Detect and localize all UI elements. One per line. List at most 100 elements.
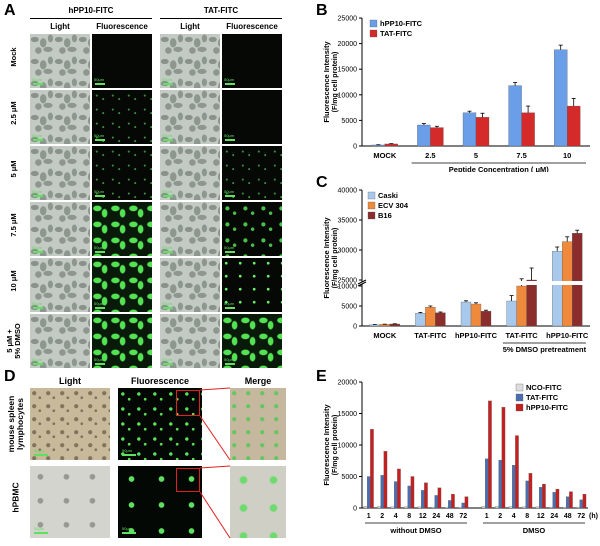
scale-bar: [163, 307, 173, 309]
scale-bar-label: 50μm: [32, 189, 43, 194]
x-group-label: without DMSO: [389, 526, 441, 535]
x-tick-label: 8: [407, 513, 411, 520]
x-tick-label: 24: [432, 513, 440, 520]
light-micrograph: [160, 34, 220, 88]
legend-entry: NCO-FITC: [526, 383, 562, 392]
panel-letter-d: D: [4, 368, 16, 385]
fluorescence-micrograph: [92, 90, 152, 144]
x-tick-label: 72: [459, 513, 467, 520]
scale-bar-label: 50μm: [32, 77, 43, 82]
scale-bar-label: 50μm: [32, 245, 43, 250]
scale-bar-label: 50μm: [224, 245, 235, 250]
scale-bar: [33, 195, 43, 197]
bar: [512, 465, 516, 509]
light-micrograph: [30, 314, 90, 368]
legend-entry: hPP10-FITC: [526, 403, 569, 412]
scale-bar: [95, 83, 105, 85]
bar: [480, 311, 492, 327]
row-label: 5 μM + 5% DMSO: [5, 323, 22, 359]
y-tick-label: 25000: [338, 16, 358, 23]
bar: [464, 496, 469, 509]
light-micrograph: [30, 202, 90, 256]
fluorescence-micrograph: [222, 314, 282, 368]
scale-bar-label: 50μm: [224, 77, 235, 82]
x-tick-label: 8: [525, 513, 529, 520]
x-tick-label: 24: [550, 513, 558, 520]
zoom-connector-line: [199, 415, 231, 461]
chart-b: 0 5000 10000 15000 20000 25000 MOCK 2.5 5 7.5 10 Pe…: [322, 16, 590, 172]
bar: [397, 468, 401, 509]
row-label: mouse spleen lymphocytes: [6, 395, 25, 453]
bar: [437, 487, 442, 509]
bar: [495, 505, 499, 509]
scale-bar-label: 50μm: [162, 77, 173, 82]
group-header-line: [30, 18, 152, 19]
bar: [525, 480, 529, 509]
bar: [506, 300, 517, 327]
x-tick-label: hPP10-FITC: [546, 331, 589, 340]
scale-bar-label: 50μm: [34, 526, 45, 531]
panel-letter-b: B: [316, 2, 328, 19]
x-tick-label: 1: [367, 513, 371, 520]
light-micrograph: [160, 90, 220, 144]
light-micrograph: [160, 202, 220, 256]
x-tick-label: hPP10-FITC: [455, 331, 498, 340]
x-tick-label: 7.5: [516, 151, 526, 160]
scale-bar: [95, 195, 105, 197]
zoom-box: [176, 468, 200, 492]
light-micrograph: [160, 146, 220, 200]
legend-entry: hPP10-FITC: [380, 19, 423, 28]
scale-bar-label: 50μm: [34, 448, 45, 453]
legend-swatch: [367, 201, 376, 210]
scale-bar-label: 50μm: [224, 133, 235, 138]
bar: [410, 476, 415, 509]
bar: [576, 506, 580, 509]
light-micrograph: [30, 466, 110, 538]
legend-entry: ECV 304: [378, 201, 409, 210]
bar: [417, 124, 431, 147]
scale-bar: [34, 454, 48, 456]
bar: [515, 435, 519, 509]
scale-bar: [122, 454, 136, 456]
axis-break-mark: [357, 281, 367, 287]
column-header: Fluorescence: [130, 376, 190, 386]
x-tick-label: 2: [498, 513, 502, 520]
bar: [535, 506, 540, 509]
scale-bar: [225, 307, 235, 309]
fluorescence-micrograph: [222, 34, 282, 88]
bar: [461, 502, 465, 509]
light-micrograph: [160, 314, 220, 368]
scale-bar: [95, 363, 105, 365]
light-micrograph: [30, 388, 110, 460]
scale-bar: [34, 532, 48, 534]
y-tick-label: 30000: [338, 248, 358, 255]
fluorescence-micrograph: [118, 388, 202, 460]
bar: [390, 506, 395, 509]
bar: [425, 307, 436, 327]
y-tick-label: 15000: [338, 67, 358, 74]
scale-bar-label: 50μm: [122, 526, 133, 531]
x-tick-label: 2: [380, 513, 384, 520]
scale-bar: [225, 363, 235, 365]
y-tick-label: 0: [353, 144, 357, 151]
y-axis-label: (F/mg cell protein): [332, 228, 339, 289]
scale-bar-label: 50μm: [162, 245, 173, 250]
legend-swatch: [367, 211, 376, 220]
y-axis-label: Fluorescence Intensity: [322, 41, 331, 123]
bar: [566, 496, 570, 509]
bar: [488, 400, 492, 509]
bar: [431, 506, 435, 509]
bar: [424, 482, 428, 509]
scale-bar-label: 50μm: [94, 357, 105, 362]
axis-break-band: [496, 281, 590, 285]
bar: [379, 324, 390, 327]
scale-bar-label: 50μm: [162, 189, 173, 194]
bar: [582, 494, 587, 509]
row-label: Mock: [9, 47, 18, 67]
scale-bar-label: 50μm: [94, 189, 105, 194]
y-tick-label: 10000: [338, 92, 358, 99]
y-axis-label: (F/mg cell protein): [332, 52, 339, 113]
bar: [498, 459, 502, 509]
scale-bar: [33, 363, 43, 365]
